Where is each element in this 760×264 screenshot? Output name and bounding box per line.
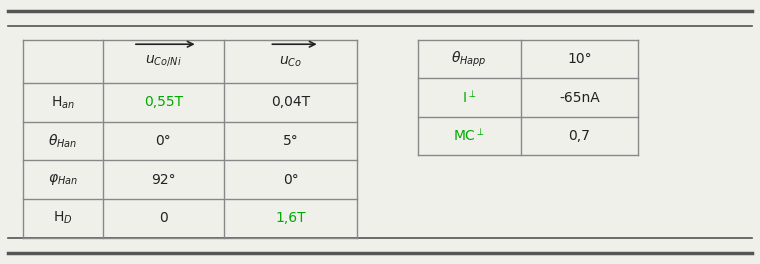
Text: $u_{Co/Ni}$: $u_{Co/Ni}$ <box>145 54 182 69</box>
Text: 0°: 0° <box>283 173 299 187</box>
Text: 0: 0 <box>159 211 168 225</box>
Text: $\theta_{Happ}$: $\theta_{Happ}$ <box>451 49 487 69</box>
Text: I$^{\perp}$: I$^{\perp}$ <box>462 89 477 106</box>
Text: -65nA: -65nA <box>559 91 600 105</box>
Text: 92°: 92° <box>151 173 176 187</box>
Text: 0°: 0° <box>156 134 171 148</box>
Text: 0,04T: 0,04T <box>271 96 310 110</box>
Text: $u_{Co}$: $u_{Co}$ <box>279 54 302 69</box>
Text: $\theta_{Han}$: $\theta_{Han}$ <box>48 132 78 150</box>
Text: 0,7: 0,7 <box>568 129 591 143</box>
Text: MC$^{\perp}$: MC$^{\perp}$ <box>453 128 486 144</box>
Text: 5°: 5° <box>283 134 299 148</box>
Text: $\varphi_{Han}$: $\varphi_{Han}$ <box>48 172 78 187</box>
Text: H$_D$: H$_D$ <box>53 210 72 227</box>
Text: H$_{an}$: H$_{an}$ <box>51 94 74 111</box>
Text: 1,6T: 1,6T <box>275 211 306 225</box>
Text: 0,55T: 0,55T <box>144 96 183 110</box>
Text: 10°: 10° <box>567 52 592 66</box>
